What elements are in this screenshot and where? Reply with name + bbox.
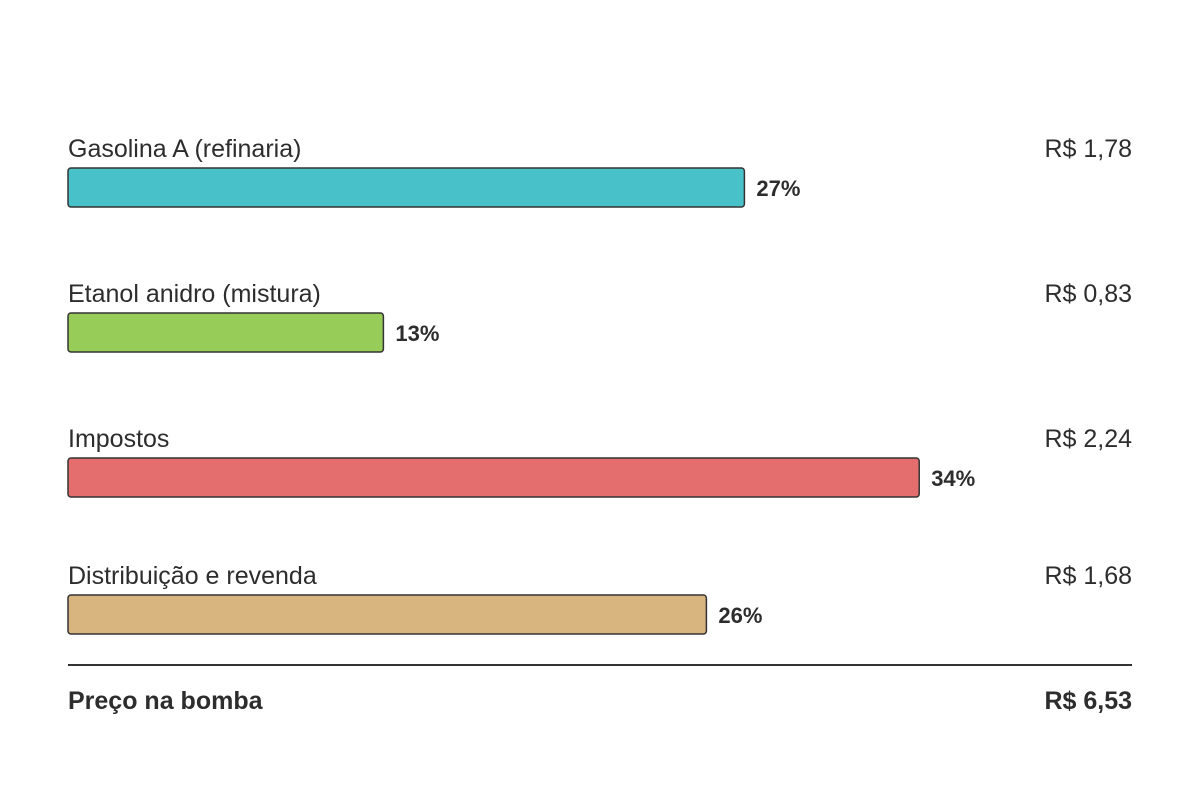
category-label: Etanol anidro (mistura): [68, 280, 321, 308]
category-label: Impostos: [68, 425, 169, 453]
value-label: R$ 0,83: [1044, 280, 1132, 308]
total-value: R$ 6,53: [1044, 687, 1132, 715]
share-label: 27%: [756, 176, 800, 201]
category-label: Distribuição e revenda: [68, 562, 317, 590]
value-label: R$ 2,24: [1044, 425, 1132, 453]
value-label: R$ 1,68: [1044, 562, 1132, 590]
bar: [67, 457, 920, 498]
share-label: 34%: [931, 466, 975, 491]
share-label: 13%: [395, 321, 439, 346]
category-label: Gasolina A (refinaria): [68, 135, 301, 163]
share-label: 26%: [718, 603, 762, 628]
total-label: Preço na bomba: [68, 687, 264, 715]
bar: [67, 312, 385, 353]
bar: [67, 167, 746, 208]
bar: [67, 594, 708, 635]
value-label: R$ 1,78: [1044, 135, 1132, 163]
